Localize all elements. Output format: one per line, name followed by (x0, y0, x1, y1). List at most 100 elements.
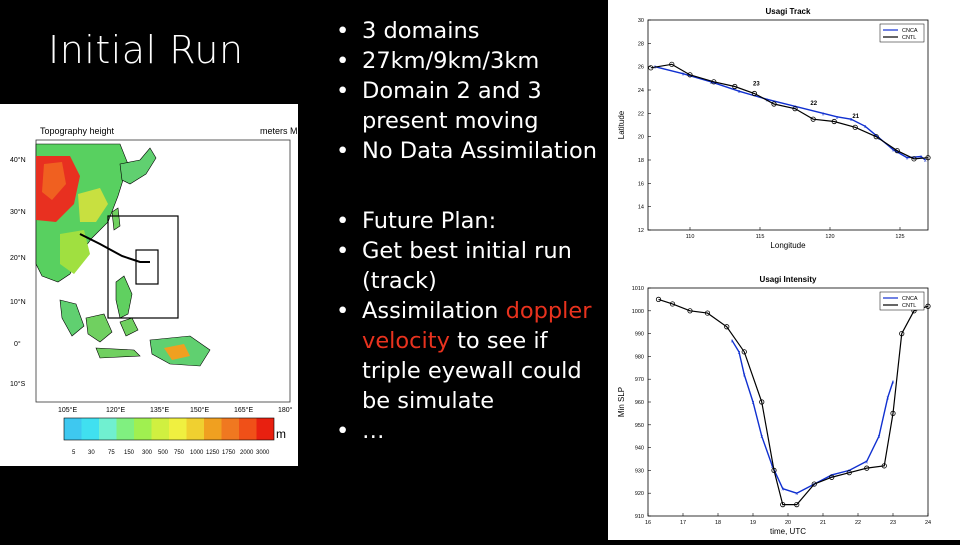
data-point (894, 148, 900, 154)
colorbar-swatch (64, 418, 82, 440)
bullet-continuation: triple eyewall could (362, 358, 582, 384)
x-axis-label: time, UTC (770, 527, 806, 536)
lat-label: 10°N (10, 298, 26, 306)
y-tick-label: 18 (638, 158, 644, 164)
colorbar-swatch (239, 418, 257, 440)
bullet-item: Domain 2 and 3 (336, 76, 608, 106)
chart-frame (647, 287, 929, 517)
data-point (687, 308, 693, 314)
y-tick-label: 940 (635, 446, 644, 452)
colorbar-label: 500 (158, 450, 169, 456)
data-point (741, 349, 747, 355)
y-tick-label: 14 (638, 205, 644, 211)
data-point (899, 330, 905, 337)
bullet-list: 3 domains 27km/9km/3km Domain 2 and 3 pr… (336, 16, 608, 446)
colorbar-label: 300 (142, 450, 153, 456)
y-tick-label: 980 (635, 354, 644, 360)
series-line (731, 340, 894, 494)
chart-title: Usagi Track (766, 7, 811, 16)
data-point: x (864, 124, 867, 130)
data-point: x (813, 482, 816, 488)
y-tick-label: 24 (638, 88, 644, 94)
bullet-item: Future Plan: (336, 206, 608, 236)
colorbar-label: 75 (108, 450, 115, 456)
highlight-text: doppler (505, 298, 592, 324)
lon-label: 135°E (150, 406, 169, 414)
colorbar-swatch (99, 418, 117, 440)
data-point (911, 156, 917, 162)
y-tick-label: 22 (638, 111, 644, 117)
bullet-item: Get best initial run (336, 236, 608, 266)
data-point: x (836, 115, 839, 121)
data-point (771, 101, 777, 107)
lat-label: 40°N (10, 156, 26, 164)
storm-track-line (79, 233, 150, 263)
x-tick-label: 21 (820, 520, 826, 526)
data-point: x (866, 459, 869, 465)
data-point (648, 65, 654, 71)
data-point (794, 501, 800, 508)
chart-title: Usagi Intensity (760, 275, 817, 284)
lat-label: 10°S (10, 380, 26, 388)
y-tick-label: 1010 (632, 286, 644, 292)
colorbar-swatch (204, 418, 222, 440)
legend-label: CNTL (902, 35, 916, 41)
data-point (925, 303, 931, 309)
y-tick-label: 30 (638, 18, 644, 24)
data-point: x (782, 487, 785, 493)
topography-map: Topography height meters MSL 40°N 30 (0, 104, 309, 466)
data-point (811, 481, 817, 487)
colorbar-swatch (151, 418, 169, 440)
bullet-text: Assimilation (362, 298, 506, 324)
bullet-continuation: velocity to see if (336, 326, 608, 356)
colorbar-label: 5 (72, 450, 76, 456)
data-point (829, 474, 835, 480)
data-point: x (892, 148, 895, 154)
lon-label: 105°E (58, 406, 77, 414)
lon-label: 150°E (190, 406, 209, 414)
y-tick-label: 920 (635, 491, 644, 497)
y-tick-label: 950 (635, 423, 644, 429)
data-point (704, 310, 711, 316)
data-point (890, 410, 896, 416)
lat-label: 0° (14, 340, 21, 348)
x-tick-label: 18 (715, 520, 721, 526)
bullet-continuation: present moving (362, 108, 539, 134)
data-point: x (887, 395, 890, 401)
lon-label: 165°E (234, 406, 253, 414)
lat-label: 20°N (10, 254, 26, 262)
y-tick-label: 970 (635, 377, 644, 383)
legend-label: CNCA (902, 296, 918, 302)
colorbar-label: 1250 (206, 450, 220, 456)
bullet-item: 3 domains (336, 16, 608, 46)
colorbar-swatch (81, 418, 99, 440)
data-point (669, 301, 676, 307)
data-point (925, 155, 931, 161)
data-point (792, 106, 798, 112)
data-point: x (743, 373, 746, 379)
annotation-label: 21 (852, 114, 859, 120)
map-title: Topography height (40, 126, 115, 136)
data-point (711, 79, 717, 85)
y-tick-label: 12 (638, 228, 644, 234)
y-tick-label: 16 (638, 181, 644, 187)
lon-label: 180° (278, 406, 293, 414)
highlight-text: velocity (362, 328, 450, 354)
data-point: x (822, 111, 825, 117)
data-point (669, 61, 675, 67)
colorbar-swatch (116, 418, 134, 440)
data-point: x (710, 80, 713, 86)
x-tick-label: 24 (925, 520, 931, 526)
series-line (658, 298, 929, 506)
data-point: x (796, 491, 799, 497)
x-tick-label: 110 (686, 234, 695, 240)
colorbar-label: 3000 (256, 450, 270, 456)
legend-label: CNCA (902, 28, 918, 34)
x-tick-label: 23 (890, 520, 896, 526)
charts-panel: Usagi Track Longitude Latitude 12 14 16 18 20 22… (608, 0, 960, 540)
data-point (780, 501, 786, 508)
y-tick-label: 930 (635, 468, 644, 474)
data-point: x (848, 468, 851, 474)
x-tick-label: 16 (645, 520, 651, 526)
lon-label: 120°E (106, 406, 125, 414)
